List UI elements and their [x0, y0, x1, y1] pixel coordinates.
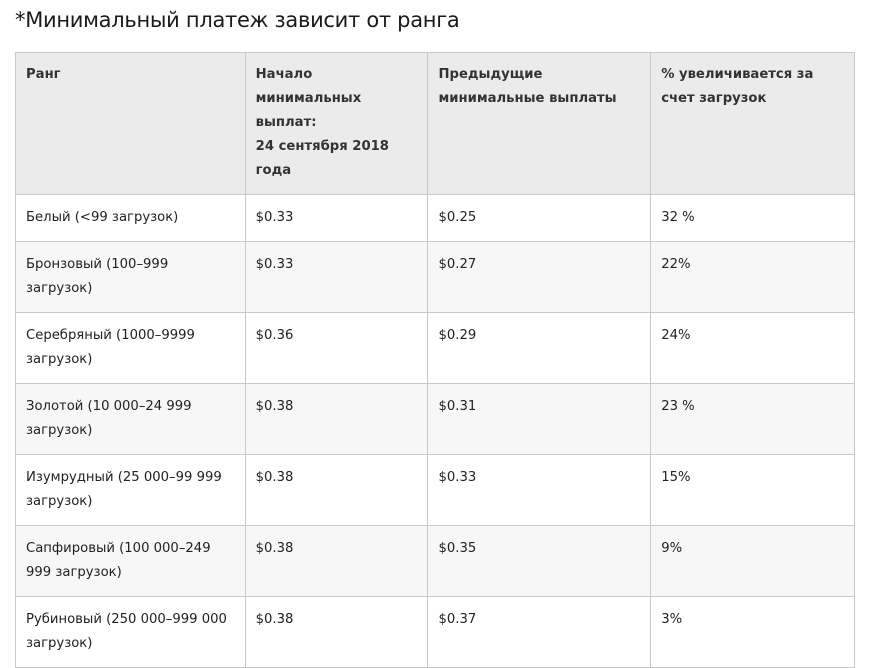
cell-increase: 15%: [650, 454, 855, 526]
page-title: *Минимальный платеж зависит от ранга: [15, 8, 460, 32]
table-row: Золотой (10 000–24 999 загрузок) $0.38 $0.…: [15, 383, 855, 455]
cell-new-minimum: $0.38: [244, 454, 429, 526]
cell-rank: Белый (<99 загрузок): [15, 194, 246, 242]
table-row: Изумрудный (25 000–99 999 загрузок) $0.38…: [15, 454, 855, 526]
cell-rank: Золотой (10 000–24 999 загрузок): [15, 383, 246, 455]
cell-previous-minimum: $0.35: [427, 525, 652, 597]
table-header-row: Ранг Начало минимальных выплат: 24 сентя…: [15, 52, 855, 195]
cell-rank: Бронзовый (100–999 загрузок): [15, 241, 246, 313]
cell-previous-minimum: $0.33: [427, 454, 652, 526]
cell-rank: Серебряный (1000–9999 загрузок): [15, 312, 246, 384]
header-previous-minimum: Предыдущие минимальные выплаты: [427, 52, 652, 195]
header-rank: Ранг: [15, 52, 246, 195]
cell-increase: 23 %: [650, 383, 855, 455]
cell-increase: 9%: [650, 525, 855, 597]
cell-previous-minimum: $0.31: [427, 383, 652, 455]
cell-previous-minimum: $0.37: [427, 596, 652, 668]
cell-new-minimum: $0.33: [244, 194, 429, 242]
cell-increase: 22%: [650, 241, 855, 313]
cell-new-minimum: $0.38: [244, 383, 429, 455]
cell-rank: Изумрудный (25 000–99 999 загрузок): [15, 454, 246, 526]
cell-previous-minimum: $0.29: [427, 312, 652, 384]
table-row: Сапфировый (100 000–249 999 загрузок) $0.…: [15, 525, 855, 597]
cell-rank: Рубиновый (250 000–999 000 загрузок): [15, 596, 246, 668]
cell-new-minimum: $0.36: [244, 312, 429, 384]
cell-new-minimum: $0.38: [244, 525, 429, 597]
cell-new-minimum: $0.33: [244, 241, 429, 313]
cell-rank: Сапфировый (100 000–249 999 загрузок): [15, 525, 246, 597]
cell-previous-minimum: $0.25: [427, 194, 652, 242]
table-row: Бронзовый (100–999 загрузок) $0.33 $0.27 22…: [15, 241, 855, 313]
header-new-minimum: Начало минимальных выплат: 24 сентября 2…: [244, 52, 429, 195]
table-row: Рубиновый (250 000–999 000 загрузок) $0.3…: [15, 596, 855, 668]
table-row: Белый (<99 загрузок) $0.33 $0.25 32 %: [15, 194, 855, 242]
cell-increase: 24%: [650, 312, 855, 384]
cell-new-minimum: $0.38: [244, 596, 429, 668]
header-increase: % увеличивается за счет загрузок: [650, 52, 855, 195]
table-row: Серебряный (1000–9999 загрузок) $0.36 $0.2…: [15, 312, 855, 384]
cell-increase: 32 %: [650, 194, 855, 242]
rank-payment-table: Ранг Начало минимальных выплат: 24 сентя…: [15, 52, 855, 668]
cell-increase: 3%: [650, 596, 855, 668]
cell-previous-minimum: $0.27: [427, 241, 652, 313]
